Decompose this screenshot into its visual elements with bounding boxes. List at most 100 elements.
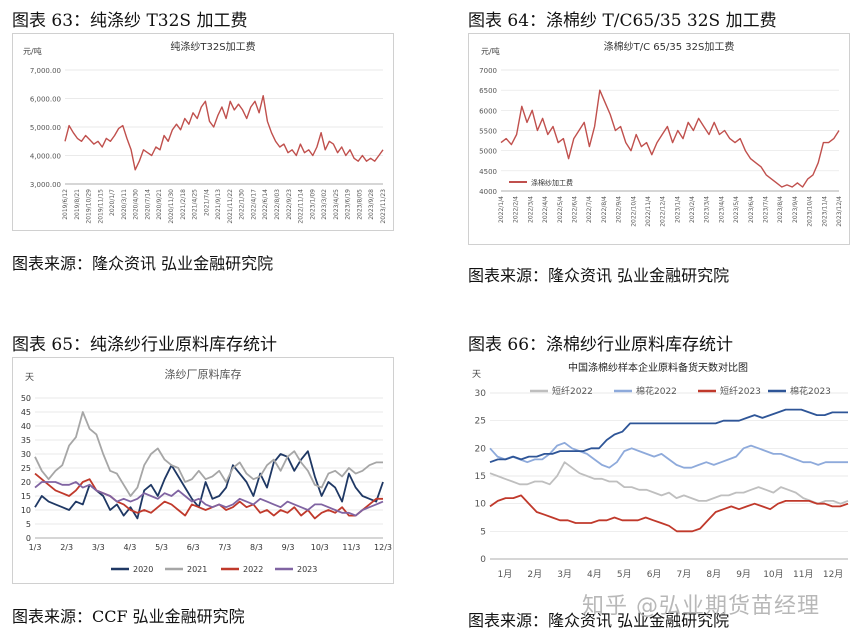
series-line-短纤2022	[489, 461, 849, 505]
y-tick-label: 10	[475, 500, 487, 510]
x-tick-label: 2021/7/4	[203, 189, 210, 216]
chart-63-frame: 3,000.00 4,000.00 5,000.00 6,000.00 7,000.00…	[12, 33, 394, 231]
y-tick-label: 35	[21, 436, 31, 445]
x-tick-label: 2023/6/4	[748, 196, 755, 223]
x-tick-label: 2020/9/21	[156, 189, 163, 220]
legend-label: 2020	[133, 565, 153, 574]
series-line-棉花2023	[489, 408, 848, 464]
x-tick-label: 2023/9/4	[792, 196, 799, 223]
series-line-棉花2022	[489, 441, 848, 469]
x-tick-label: 2022/5/4	[557, 196, 564, 223]
y-tick-label: 40	[21, 422, 31, 431]
x-tick-label: 1/3	[29, 543, 42, 552]
y-tick-label: 50	[21, 394, 31, 403]
x-tick-label: 2022/11/14	[298, 189, 305, 224]
x-tick-label: 9月	[736, 569, 751, 580]
x-tick-label: 2022/4/17	[250, 189, 257, 220]
x-tick-label: 2020/4/30	[133, 189, 140, 220]
legend-label: 棉花2023	[790, 385, 831, 397]
x-tick-label: 2月	[527, 569, 542, 580]
legend-label: 2023	[297, 565, 317, 574]
x-tick-label: 2021/4/25	[192, 189, 199, 220]
x-tick-label: 2022/7/4	[586, 196, 593, 223]
x-tick-label: 4/3	[123, 543, 136, 552]
x-tick-label: 7/3	[218, 543, 231, 552]
x-tick-label: 2022/1/30	[239, 189, 246, 220]
x-tick-label: 2023/9/28	[368, 189, 375, 220]
y-tick-label: 6,000.00	[30, 96, 61, 104]
x-tick-label: 4月	[587, 569, 602, 580]
x-tick-label: 5/3	[155, 543, 168, 552]
series-line-纯涤纱T32S加工费	[64, 95, 384, 171]
x-tick-label: 2019/10/29	[86, 189, 93, 224]
y-tick-label: 5	[480, 527, 486, 537]
caption-chart-66: 图表 66：涤棉纱行业原料库存统计	[468, 335, 734, 355]
x-tick-label: 2023/6/19	[345, 189, 352, 220]
y-tick-label: 7000	[479, 67, 497, 75]
chart-66: 0 5 10 15 20 25 30 1月 2月 3月 4月 5月 6月 7月 8月 9月 10月 11月 12月 中…	[472, 361, 849, 580]
x-tick-label: 2022/6/4	[571, 196, 578, 223]
chart-title: 涤棉纱T/C 65/35 32S加工费	[604, 40, 735, 53]
x-tick-label: 2022/8/4	[601, 196, 608, 223]
x-tick-label: 2023/4/4	[718, 196, 725, 223]
source-chart-63: 图表来源：隆众资讯 弘业金融研究院	[12, 254, 274, 273]
y-tick-label: 20	[475, 444, 487, 454]
caption-chart-64: 图表 64：涤棉纱 T/C65/35 32S 加工费	[468, 11, 777, 31]
y-tick-label: 15	[475, 472, 486, 482]
x-tick-label: 2020/7/14	[144, 189, 151, 220]
x-tick-label: 9/3	[282, 543, 295, 552]
y-axis-label: 元/吨	[23, 46, 42, 56]
x-tick-label: 2020/11/30	[168, 189, 175, 224]
x-tick-label: 2/3	[60, 543, 73, 552]
x-tick-label: 2023/4/25	[333, 189, 340, 220]
chart-63: 3,000.00 4,000.00 5,000.00 6,000.00 7,000.00…	[23, 40, 387, 224]
legend-label: 棉花2022	[636, 385, 677, 397]
series-line-2023	[34, 481, 384, 517]
x-tick-label: 3月	[557, 569, 572, 580]
x-tick-label: 2022/9/23	[286, 189, 293, 220]
y-tick-label: 15	[21, 492, 31, 501]
series-line-2022	[34, 472, 383, 520]
x-tick-label: 1月	[498, 569, 513, 580]
x-tick-label: 2020/3/11	[121, 189, 128, 220]
x-tick-label: 2022/12/4	[660, 196, 667, 227]
y-tick-label: 25	[21, 464, 31, 473]
x-tick-label: 10月	[763, 569, 783, 580]
x-tick-label: 2023/12/4	[836, 196, 843, 227]
legend-label: 2021	[187, 565, 207, 574]
x-tick-label: 2023/2/4	[689, 196, 696, 223]
x-tick-label: 3/3	[92, 543, 105, 552]
caption-chart-65: 图表 65：纯涤纱行业原料库存统计	[12, 335, 278, 355]
x-tick-label: 2021/2/18	[180, 189, 187, 220]
x-tick-label: 2023/8/4	[777, 196, 784, 223]
x-tick-label: 2022/1/4	[498, 196, 505, 223]
x-tick-label: 2023/8/05	[356, 189, 363, 220]
x-tick-label: 2022/2/4	[513, 196, 520, 223]
x-tick-label: 2021/11/22	[227, 189, 234, 224]
x-tick-label: 7月	[677, 569, 692, 580]
y-tick-label: 3,000.00	[30, 181, 61, 189]
chart-title: 涤纱厂原料库存	[165, 367, 242, 381]
x-tick-label: 2023/11/4	[821, 196, 828, 227]
x-tick-label: 11/3	[342, 543, 360, 552]
y-tick-label: 5500	[479, 128, 497, 136]
source-chart-66: 图表来源：隆众资讯 弘业金融研究院	[468, 611, 730, 630]
chart-66-frame: 0 5 10 15 20 25 30 1月 2月 3月 4月 5月 6月 7月 8月 9月 10月 11月 12月 中…	[468, 355, 849, 587]
x-tick-label: 2020/1/7	[109, 189, 116, 216]
y-tick-label: 0	[480, 555, 486, 565]
x-tick-label: 2022/8/03	[274, 189, 281, 220]
y-tick-label: 5	[26, 520, 31, 529]
x-tick-label: 2022/4/4	[542, 196, 549, 223]
legend-label: 涤棉纱加工费	[531, 178, 573, 187]
x-tick-label: 2022/6/14	[262, 189, 269, 220]
x-tick-label: 2019/8/21	[74, 189, 81, 220]
y-tick-label: 45	[21, 408, 31, 417]
x-tick-label: 8/3	[250, 543, 263, 552]
x-tick-label: 11月	[793, 569, 813, 580]
x-tick-label: 5月	[617, 569, 632, 580]
x-tick-label: 2023/11/23	[380, 189, 387, 224]
chart-65-frame: 0 5 10 15 20 25 30 35 40 45 50 1/3 2/3 3/3 4/3 5/3 6/3 7/…	[12, 357, 394, 584]
y-tick-label: 7,000.00	[30, 67, 61, 75]
y-axis-label: 元/吨	[481, 46, 500, 56]
x-tick-label: 8月	[706, 569, 721, 580]
